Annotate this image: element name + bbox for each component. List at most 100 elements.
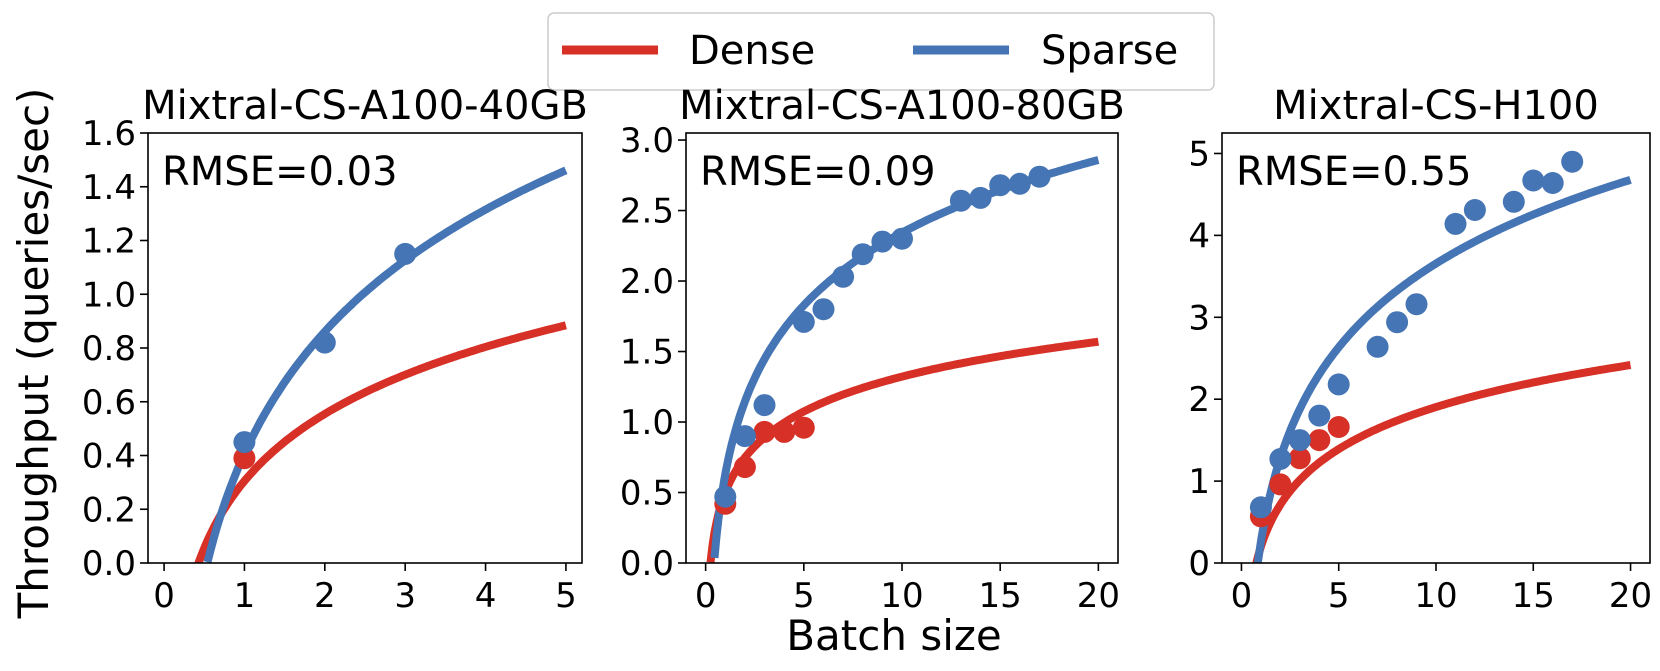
- point-dense: [792, 416, 815, 439]
- y-tick-label: 0.5: [620, 474, 674, 514]
- fit-line-sparse: [203, 166, 568, 563]
- point-sparse: [871, 230, 894, 253]
- point-sparse: [1327, 373, 1350, 396]
- point-sparse: [1366, 335, 1389, 358]
- point-sparse: [1405, 293, 1428, 316]
- y-tick-label: 0.4: [82, 437, 136, 477]
- x-tick-label: 4: [475, 576, 497, 616]
- point-sparse: [1444, 212, 1467, 235]
- point-sparse: [1269, 448, 1292, 470]
- y-tick-label: 2: [1188, 380, 1210, 420]
- panel-a100-80gb: Mixtral-CS-A100-80GB 0 5 10 15 20 0.0 0.5 1.0 1.5…: [620, 83, 1125, 616]
- point-sparse: [1522, 169, 1545, 192]
- point-sparse: [891, 227, 913, 250]
- y-tick-label: 1.0: [620, 403, 674, 443]
- x-tick-label: 10: [1414, 576, 1457, 616]
- x-tick-label: 5: [555, 576, 577, 616]
- point-dense: [1327, 416, 1350, 438]
- point-sparse: [1502, 190, 1525, 213]
- panel-a100-40gb: Mixtral-CS-A100-40GB 0 1 2 3 4 5 0.0 0.2 0.4 0.6 0.…: [82, 83, 588, 616]
- panel-title-h100: Mixtral-CS-H100: [1273, 83, 1599, 129]
- point-sparse: [733, 425, 756, 448]
- point-sparse: [1008, 172, 1031, 195]
- fit-line-sparse: [710, 156, 1100, 559]
- x-tick-label: 5: [1328, 576, 1350, 616]
- x-tick-label: 5: [793, 576, 815, 616]
- point-sparse: [1541, 172, 1564, 194]
- y-tick-label: 0.8: [82, 329, 136, 369]
- legend-frame: [547, 12, 1215, 91]
- point-sparse: [313, 331, 336, 354]
- legend-dense-label: Dense: [689, 28, 815, 74]
- y-tick-label: 4: [1188, 216, 1210, 256]
- y-tick-label: 0.0: [620, 544, 674, 584]
- x-tick-label: 15: [979, 576, 1022, 616]
- rmse-annotation: RMSE=0.03: [162, 149, 398, 195]
- y-tick-label: 5: [1188, 134, 1210, 174]
- point-sparse: [233, 431, 256, 454]
- fit-line-sparse: [1253, 176, 1632, 563]
- point-sparse: [949, 189, 972, 212]
- y-tick-label: 3.0: [620, 121, 674, 161]
- y-axis-label: Throughput (queries/sec): [9, 88, 58, 620]
- x-tick-label: 3: [394, 576, 416, 616]
- y-tick-label: 2.5: [620, 192, 674, 232]
- point-dense: [233, 447, 256, 470]
- y-tick-label: 0.6: [82, 383, 136, 423]
- y-tick-label: 1.0: [82, 275, 136, 315]
- point-sparse: [969, 186, 992, 209]
- point-sparse: [1561, 150, 1584, 173]
- x-tick-label: 2: [314, 576, 336, 616]
- point-dense: [1269, 473, 1292, 496]
- x-tick-label: 0: [695, 576, 717, 616]
- point-sparse: [1308, 404, 1331, 427]
- point-dense: [1288, 447, 1311, 470]
- fit-line-dense: [706, 337, 1099, 563]
- x-tick-label: 10: [880, 576, 923, 616]
- x-axis-label: Batch size: [786, 611, 1002, 660]
- point-dense: [753, 420, 776, 443]
- y-tick-label: 0: [1188, 544, 1210, 584]
- panel-title-a100-40gb: Mixtral-CS-A100-40GB: [142, 83, 588, 129]
- legend: Dense Sparse: [547, 12, 1215, 91]
- point-sparse: [851, 243, 874, 266]
- y-tick-label: 1: [1188, 462, 1210, 502]
- y-tick-label: 1.5: [620, 333, 674, 373]
- point-sparse: [792, 310, 815, 333]
- rmse-annotation: RMSE=0.55: [1236, 149, 1472, 195]
- x-tick-label: 0: [1231, 576, 1253, 616]
- y-tick-label: 1.6: [82, 114, 136, 154]
- point-sparse: [1249, 496, 1272, 519]
- point-sparse: [1463, 199, 1486, 221]
- x-tick-label: 15: [1512, 576, 1555, 616]
- y-tick-label: 1.4: [82, 168, 136, 208]
- y-tick-label: 0.2: [82, 490, 136, 530]
- point-sparse: [989, 174, 1012, 197]
- point-sparse: [1288, 429, 1311, 452]
- legend-sparse-label: Sparse: [1041, 28, 1178, 74]
- panel-title-a100-80gb: Mixtral-CS-A100-80GB: [679, 83, 1125, 129]
- y-tick-label: 2.0: [620, 262, 674, 302]
- point-dense: [733, 456, 756, 479]
- panel-h100: Mixtral-CS-H100 0 5 10 15 20 0 1 2 3 4 5 RMSE=0.55: [1188, 83, 1652, 616]
- point-dense: [1308, 429, 1331, 452]
- point-sparse: [1028, 165, 1051, 188]
- y-tick-label: 3: [1188, 298, 1210, 338]
- fit-line-dense: [1252, 361, 1632, 563]
- x-tick-label: 20: [1609, 576, 1652, 616]
- y-tick-label: 1.2: [82, 222, 136, 262]
- point-sparse: [812, 298, 835, 321]
- point-dense: [773, 420, 796, 443]
- point-sparse: [832, 265, 855, 288]
- x-tick-label: 0: [153, 576, 175, 616]
- fit-line-dense: [194, 321, 567, 563]
- point-sparse: [394, 242, 417, 265]
- point-sparse: [753, 394, 776, 417]
- x-tick-label: 20: [1077, 576, 1120, 616]
- y-tick-label: 0.0: [82, 544, 136, 584]
- point-sparse: [714, 485, 737, 508]
- point-sparse: [1386, 311, 1409, 334]
- x-tick-label: 1: [234, 576, 256, 616]
- rmse-annotation: RMSE=0.09: [700, 149, 936, 195]
